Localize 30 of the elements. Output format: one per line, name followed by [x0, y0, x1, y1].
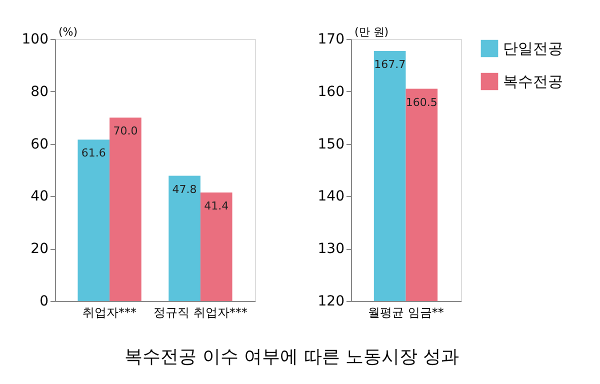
- y-tick-label: 130: [318, 241, 344, 258]
- y-tick-label: 60: [30, 136, 48, 152]
- bar: [110, 118, 142, 301]
- data-label: 160.5: [406, 96, 438, 109]
- data-label: 41.4: [204, 200, 229, 213]
- y-tick-label: 80: [30, 84, 48, 100]
- legend-label: 단일전공: [503, 40, 563, 58]
- y-tick-label: 140: [318, 188, 344, 205]
- bar: [168, 176, 200, 301]
- y-axis-title: (만 원): [354, 26, 389, 38]
- y-axis-title: (%): [58, 26, 78, 38]
- y-tick-label: 150: [318, 136, 344, 152]
- x-tick-label: 취업자***: [82, 306, 137, 320]
- y-tick-label: 120: [318, 294, 344, 310]
- y-tick-label: 20: [30, 241, 48, 258]
- y-tick-label: 170: [318, 32, 344, 48]
- legend-label: 복수전공: [503, 72, 563, 90]
- y-tick-label: 100: [22, 32, 48, 48]
- x-tick-label: 월평균 임금**: [368, 306, 444, 320]
- data-label: 47.8: [172, 182, 197, 196]
- data-label: 61.6: [81, 146, 106, 160]
- text: 복수전공 이수 여부에 따른 노동시장 성과: [124, 346, 460, 368]
- y-tick-label: 0: [40, 294, 48, 310]
- data-label: 167.7: [374, 58, 406, 72]
- x-tick-label: 정규직 취업자***: [154, 306, 248, 320]
- y-tick-label: 40: [30, 188, 48, 205]
- bar: [200, 192, 232, 301]
- data-label: 70.0: [113, 124, 138, 138]
- bar: [78, 140, 110, 301]
- y-tick-label: 160: [318, 84, 344, 100]
